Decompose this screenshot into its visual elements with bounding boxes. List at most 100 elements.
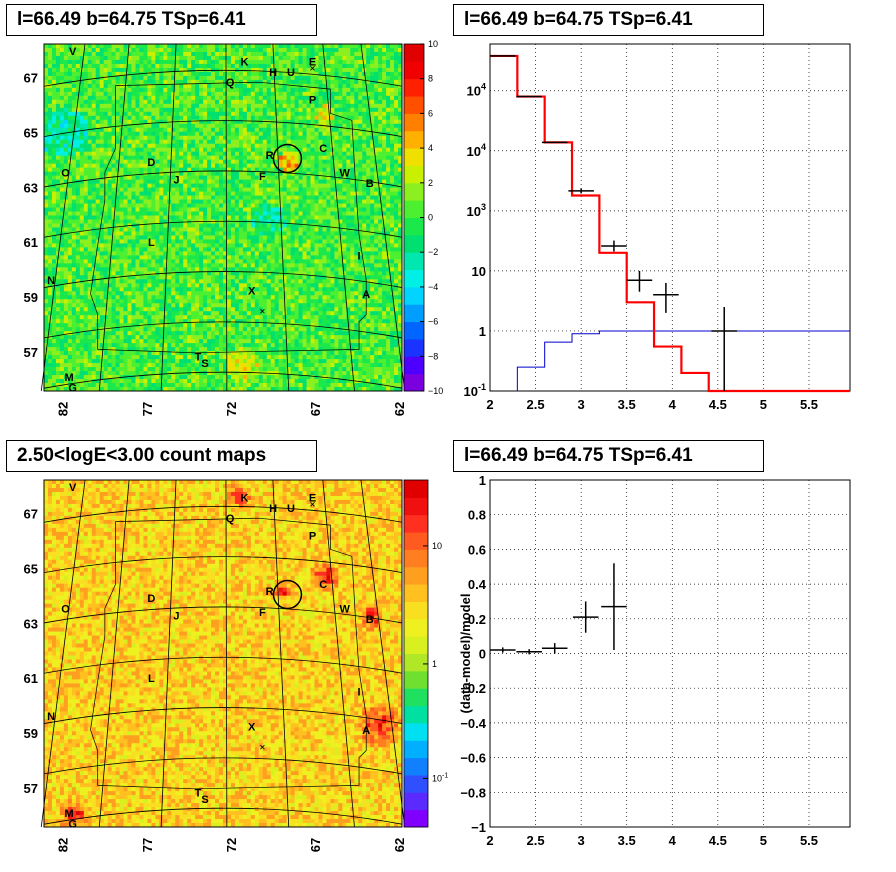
tsmap-xtick-label: 62 [392,402,407,416]
countmap-colorbar-segment [404,705,428,724]
countmap-colorbar-segment [404,688,428,707]
tsmap-xtick-label: 77 [140,402,155,416]
countmap-source-label: T [195,787,202,799]
countmap-xtick-label: 82 [56,838,71,852]
spectrum-ytick-label: 104 [467,142,486,159]
countmap-cross-marker [310,502,315,507]
spectrum-data-point [653,282,679,313]
tsmap-colorbar-segment [404,286,424,305]
tsmap-parallel [43,69,403,87]
spectrum-ytick-label: 1 [479,324,486,339]
tsmap-colorbar-segment [404,269,424,288]
tsmap-ytick-label: 59 [24,290,38,305]
countmap-colorbar-segment [404,618,428,637]
tsmap-colorbar-segment [404,61,424,80]
tsmap-colorbar-segment [404,182,424,201]
tsmap-colorbar-label: −10 [428,386,443,396]
spectrum-ytick-label: 103 [467,202,486,219]
countmap-colorbar-segment [404,601,428,620]
tsmap-cross-marker [260,308,265,314]
tsmap-colorbar-label: −6 [428,317,438,327]
tsmap-colorbar-segment [404,96,424,114]
countmap-parallel [43,556,403,573]
tsmap-region-outline [90,81,367,354]
residual-ytick-label: 0.8 [468,508,486,523]
countmap-meridian [225,479,228,828]
tsmap-colorbar-segment [404,44,424,62]
tsmap-cross-marker [310,66,315,71]
tsmap-parallel [43,271,403,288]
countmap-source-label: P [309,531,316,543]
tsmap-colorbar-label: 6 [428,108,433,118]
tsmap-ytick-label: 67 [24,71,38,86]
title-spectrum: l=66.49 b=64.75 TSp=6.41 [453,4,764,36]
tsmap-colorbar-segment [404,148,424,166]
tsmap-meridian [160,43,177,392]
countmap-source-label: X [248,721,256,733]
countmap-colorbar-frame [403,479,429,828]
spectrum-xtick-label: 4.5 [709,397,727,412]
countmap-source-label: C [319,579,327,591]
countmap-source-label: E [309,492,316,504]
residual-ytick-label: −0.6 [460,751,486,766]
spectrum-ytick-label: 104 [467,82,486,99]
countmap-colorbar-segment [404,480,428,498]
spectrum-frame [489,43,851,392]
countmap-colorbar-label: 1 [432,659,437,669]
residual-xtick-label: 5.5 [800,833,818,848]
tsmap-source-label: S [201,358,208,370]
countmap-colorbar-segment [404,670,428,689]
residual-data-point [572,601,599,633]
tsmap-meridian [40,43,86,392]
tsmap-parallel [43,220,403,238]
residual-data-point [516,649,542,655]
countmap-colorbar-segment [404,740,428,759]
countmap-colorbar-segment [404,792,428,811]
countmap-colorbar-label: 10-1 [432,772,448,783]
countmap-source-label: F [259,607,266,619]
tsmap-colorbar-label: −2 [428,247,438,257]
tsmap-colorbar-segment [404,338,424,357]
countmap-colorbar-segment [404,757,428,776]
countmap-parallel [43,505,403,523]
countmap-source-label: L [148,673,155,685]
countmap-colorbar-segment [404,514,428,533]
tsmap-xtick-label: 82 [56,402,71,416]
tsmap-parallel [43,321,403,339]
tsmap-colorbar-label: 0 [428,213,433,223]
tsmap-colorbar-label: −4 [428,282,438,292]
countmap-colorbar-segment [404,566,428,585]
tsmap-colorbar-segment [404,78,424,97]
tsmap-meridian [272,43,290,392]
tsmap-source-label: N [47,275,55,287]
tsmap-colorbar-segment [404,234,424,253]
countmap-colorbar-segment [404,532,428,550]
tsmap-source-label: T [195,351,202,363]
spectrum-model-total-line [490,54,850,393]
countmap-colorbar-segment [404,774,428,793]
tsmap-xtick-label: 72 [224,402,239,416]
residual-ylabel: (data-model)/model [458,594,473,714]
countmap-ytick-label: 57 [24,781,38,796]
countmap-source-label: G [68,819,77,831]
tsmap-source-label: G [68,383,77,395]
tsmap-colorbar-segment [404,130,424,149]
countmap-meridian [98,479,130,828]
countmap-source-label: A [362,725,370,737]
countmap-cross-marker [260,744,265,750]
tsmap-meridian [360,43,406,392]
residual-xtick-label: 4.5 [709,833,727,848]
countmap-source-label: J [173,610,179,622]
tsmap-meridian [225,43,228,392]
tsmap-parallel [43,371,403,389]
countmap-source-label: Q [226,513,235,525]
residual-ytick-label: 1 [479,473,486,488]
countmap-ytick-label: 59 [24,726,38,741]
tsmap-source-label: P [309,95,316,107]
residual-ytick-label: 0.6 [468,542,486,557]
spectrum-ytick-label: 10-1 [464,382,486,399]
countmap-source-label: U [287,503,295,515]
countmap-grid [40,479,406,828]
spectrum-xtick-label: 3 [578,397,585,412]
residual-data-point [601,563,627,651]
